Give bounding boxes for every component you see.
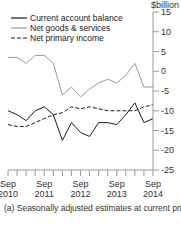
svg-text:5: 5 [161,47,166,57]
svg-text:Sep2012: Sep2012 [70,179,90,199]
svg-text:Sep2010: Sep2010 [8,179,18,199]
svg-text:15: 15 [161,7,171,18]
html-text:Net goods & services: Net goods & services [30,23,111,33]
svg-text:-10: -10 [161,106,173,116]
svg-text:Sep2014: Sep2014 [143,179,163,199]
svg-text:-15: -15 [161,126,173,136]
svg-text:10: 10 [161,27,171,37]
svg-text:Sep2011: Sep2011 [35,179,54,199]
svg-text:-25: -25 [161,165,173,175]
svg-text:-20: -20 [161,145,173,155]
svg-text:-5: -5 [161,86,169,96]
html-text:Net primary income: Net primary income [30,33,104,43]
html-text:Current account balance: Current account balance [30,13,123,23]
svg-text:Sep2013: Sep2013 [107,179,127,199]
svg-text:0: 0 [161,66,166,76]
html-text:$billion: $billion [151,0,179,10]
